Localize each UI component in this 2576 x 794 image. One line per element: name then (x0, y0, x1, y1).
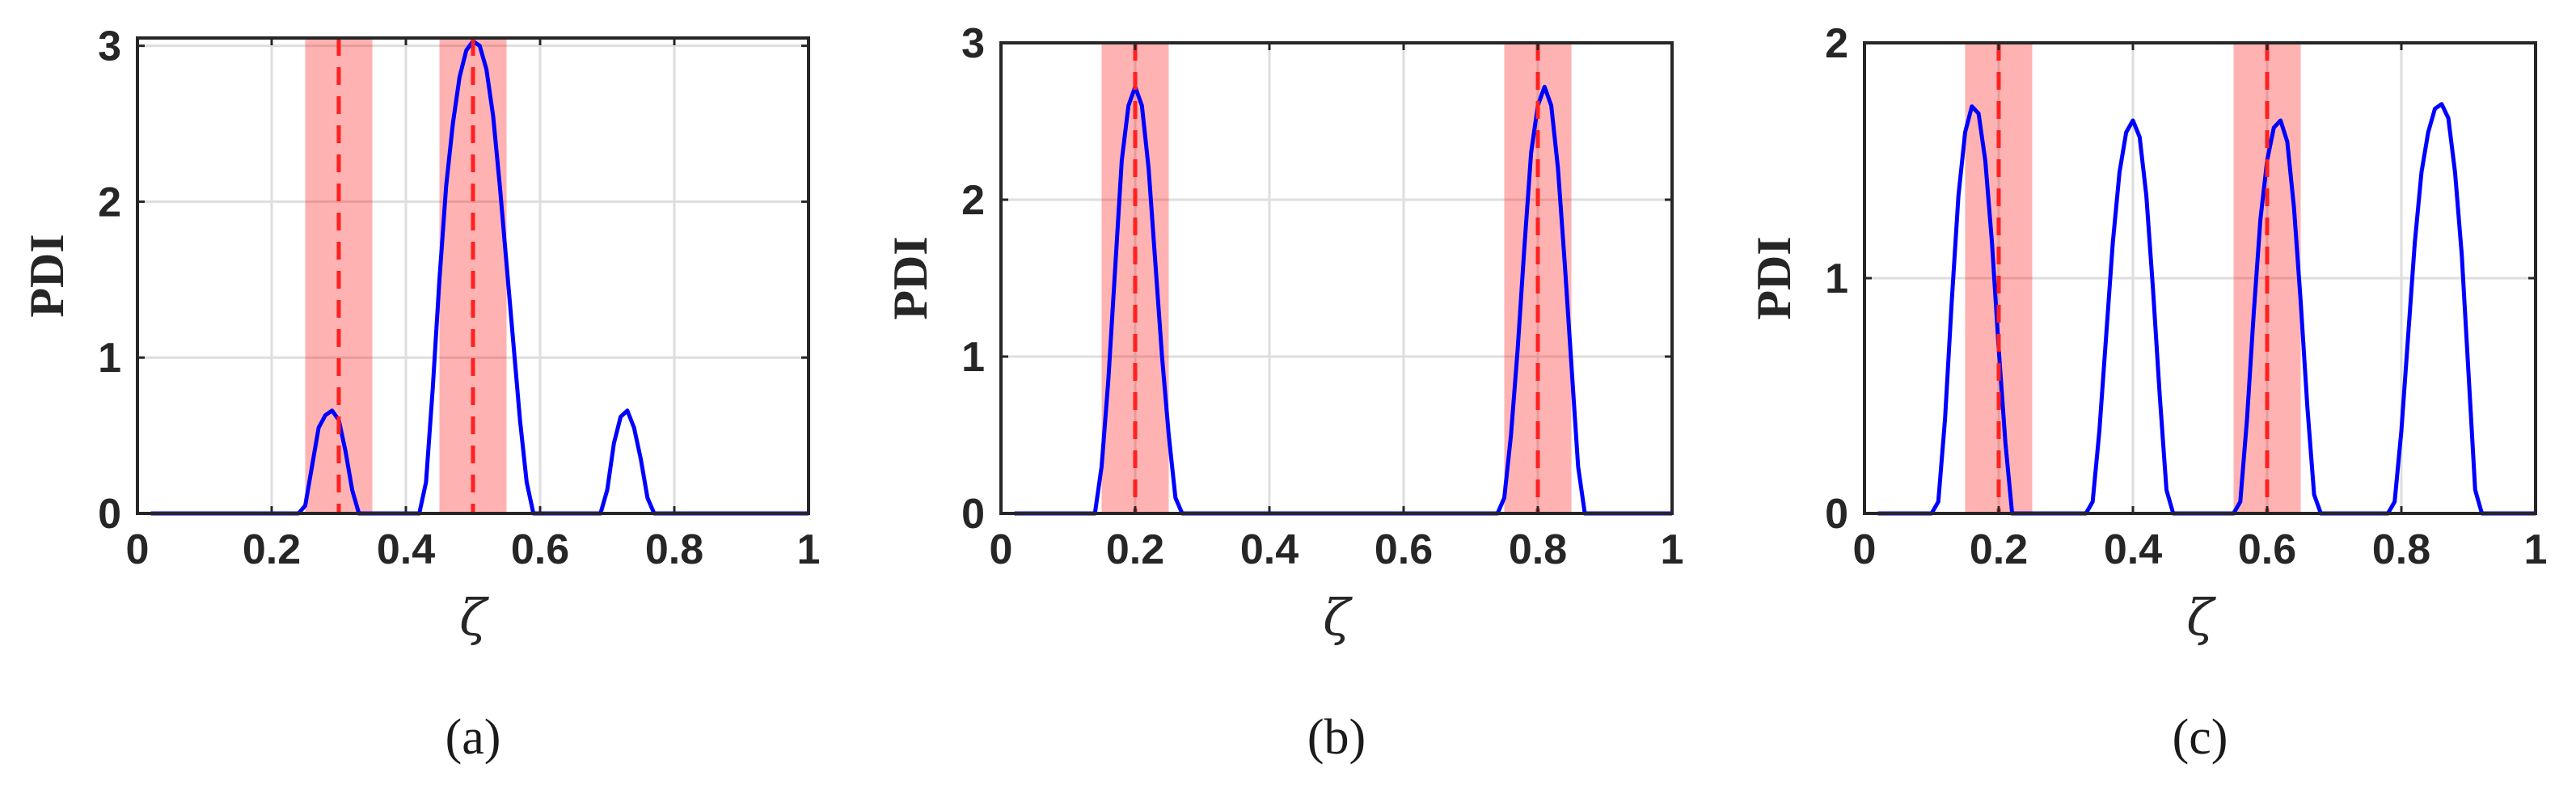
x-tick-label: 0.6 (1375, 526, 1433, 573)
axes-frame (999, 41, 1674, 515)
x-tick-label: 0.6 (511, 526, 569, 573)
x-tick-label: 0.2 (243, 526, 301, 573)
y-tick-label: 3 (961, 20, 985, 67)
y-tick-label: 1 (961, 334, 985, 381)
x-tick-label: 0 (1853, 526, 1877, 573)
axes-frame (136, 36, 810, 515)
y-tick-label: 2 (1825, 20, 1848, 67)
y-tick-label: 0 (1825, 491, 1848, 538)
chart-panel: 0 0.2 0.4 0.6 0.8 1 0 1 2 3 ζ PDI (a) (20, 23, 820, 765)
x-tick-label: 0.8 (645, 526, 703, 573)
y-tick-label: 2 (961, 177, 985, 224)
x-tick-label: 1 (797, 526, 821, 573)
x-tick-label: 1 (1661, 526, 1684, 573)
x-axis-label: ζ (2186, 588, 2216, 647)
y-tick-label: 1 (98, 335, 121, 382)
y-axis-label: PDI (884, 236, 937, 319)
y-axis-label: PDI (20, 234, 74, 317)
y-tick-label: 1 (1825, 256, 1848, 302)
x-tick-label: 0.2 (1106, 526, 1164, 573)
series-line (1877, 102, 2536, 516)
panel-label: (b) (1307, 710, 1366, 765)
panel-label: (c) (2173, 710, 2228, 765)
x-tick-label: 0.4 (377, 526, 435, 573)
chart-panel: 0 0.2 0.4 0.6 0.8 1 0 1 2 3 ζ PDI (b) (884, 20, 1683, 765)
y-axis-label: PDI (1747, 236, 1801, 319)
x-tick-label: 0.8 (1509, 526, 1567, 573)
x-axis-label: ζ (459, 588, 489, 647)
y-tick-label: 0 (961, 491, 985, 538)
y-tick-label: 0 (98, 491, 121, 538)
x-tick-label: 0.4 (1240, 526, 1299, 573)
x-axis-label: ζ (1323, 588, 1353, 647)
series-line (150, 39, 809, 516)
y-tick-label: 2 (98, 179, 121, 226)
x-tick-label: 0.6 (2238, 526, 2296, 573)
y-tick-label: 3 (98, 23, 121, 70)
x-tick-label: 0.4 (2104, 526, 2162, 573)
x-tick-label: 0.8 (2372, 526, 2430, 573)
x-tick-label: 0.2 (1970, 526, 2028, 573)
chart-panel: 0 0.2 0.4 0.6 0.8 1 0 1 2 ζ PDI (c) (1747, 20, 2547, 765)
x-tick-label: 0 (126, 526, 150, 573)
x-tick-label: 1 (2524, 526, 2548, 573)
panel-label: (a) (446, 710, 501, 765)
x-tick-label: 0 (990, 526, 1013, 573)
